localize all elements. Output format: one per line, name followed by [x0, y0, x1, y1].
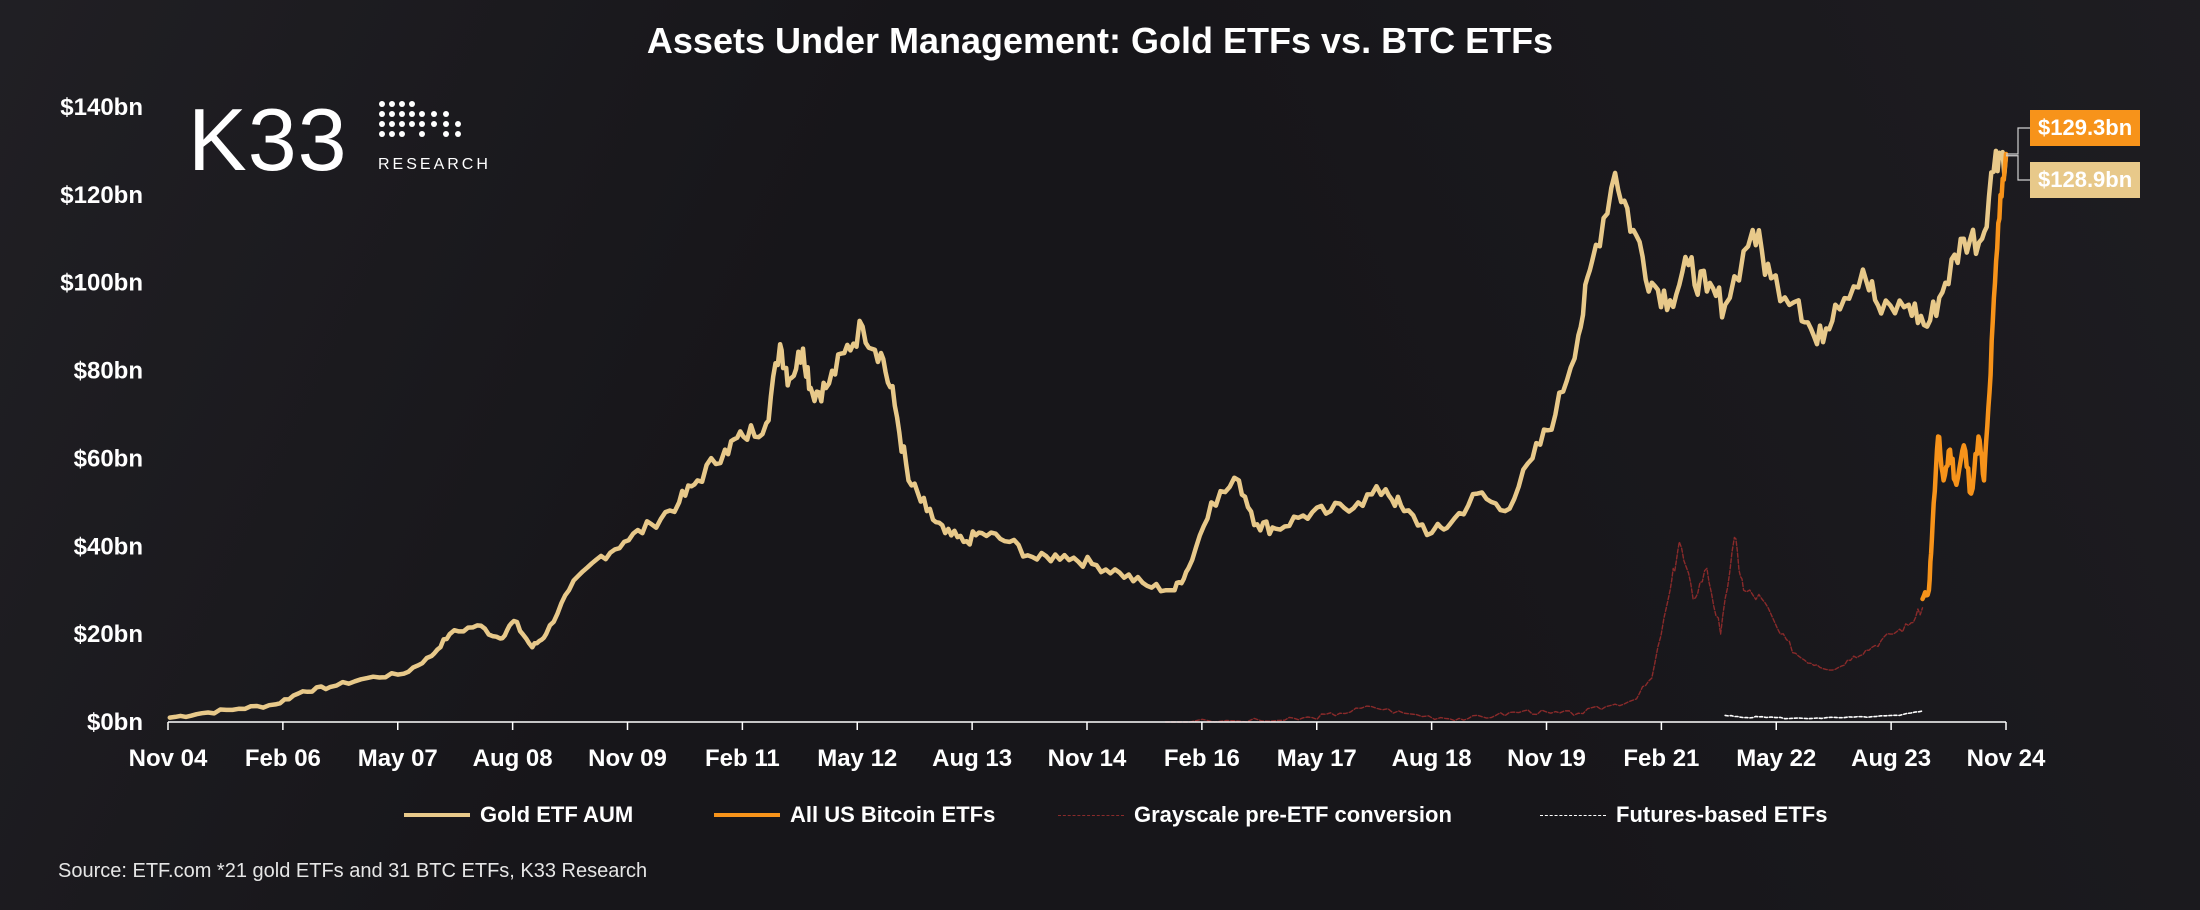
y-tick-label: $80bn [74, 358, 143, 385]
legend-swatch [1540, 814, 1606, 816]
legend-label: Gold ETF AUM [480, 802, 634, 827]
legend-item: Gold ETF AUM [404, 800, 633, 830]
logo-dots-icon [379, 101, 461, 137]
legend-swatch [404, 813, 470, 817]
x-tick-label: Nov 24 [1967, 745, 2046, 772]
y-tick-label: $60bn [74, 445, 143, 472]
logo-brand: K33 [188, 90, 348, 189]
legend-label: Grayscale pre-ETF conversion [1134, 802, 1452, 827]
x-tick-label: Nov 04 [129, 745, 208, 772]
end-value-badge: $129.3bn [2030, 110, 2141, 146]
x-tick-label: Feb 06 [245, 745, 321, 772]
axis-layer: $0bn $20bn $40bn $60bn $80bn $100bn $120bn $140… [60, 94, 2046, 772]
legend-swatch [714, 813, 780, 817]
end-value-badge: $128.9bn [2030, 162, 2141, 198]
x-tick-label: Nov 19 [1507, 745, 1586, 772]
x-tick-label: Nov 14 [1048, 745, 1127, 772]
x-tick-label: Nov 09 [588, 745, 667, 772]
legend-item: Futures-based ETFs [1540, 800, 1827, 830]
legend-item: Grayscale pre-ETF conversion [1058, 800, 1452, 830]
x-tick-label: Aug 23 [1851, 745, 1931, 772]
x-tick-label: Feb 21 [1623, 745, 1699, 772]
y-tick-label: $120bn [60, 182, 143, 209]
series-line-grayscale-pre-etf-conversion [1164, 536, 1924, 723]
legend-item: All US Bitcoin ETFs [714, 800, 995, 830]
x-tick-label: May 22 [1736, 745, 1816, 772]
y-tick-label: $100bn [60, 270, 143, 297]
x-tick-label: May 12 [817, 745, 897, 772]
x-tick-label: May 07 [358, 745, 438, 772]
k33-logo: K33 RESEARCH [188, 96, 488, 186]
x-tick-label: May 17 [1277, 745, 1357, 772]
legend-swatch [1058, 814, 1124, 816]
end-label-leader [2006, 155, 2030, 181]
legend-label: Futures-based ETFs [1616, 802, 1828, 827]
series-line-gold-etf-aum [167, 148, 2009, 720]
source-note: Source: ETF.com *21 gold ETFs and 31 BTC… [58, 860, 648, 882]
end-label-leader [2006, 127, 2030, 155]
x-tick-label: Aug 13 [932, 745, 1012, 772]
x-tick-label: Aug 18 [1392, 745, 1472, 772]
y-tick-label: $140bn [60, 94, 143, 121]
x-tick-label: Feb 16 [1164, 745, 1240, 772]
chart-legend: Gold ETF AUM All US Bitcoin ETFs Grayscale… [0, 800, 2200, 830]
y-tick-label: $20bn [74, 621, 143, 648]
x-tick-label: Aug 08 [473, 745, 553, 772]
series-line-futures-based-etfs [1724, 710, 1924, 720]
legend-label: All US Bitcoin ETFs [790, 802, 996, 827]
y-tick-label: $0bn [87, 709, 143, 736]
logo-subtitle: RESEARCH [378, 156, 491, 173]
y-tick-label: $40bn [74, 533, 143, 560]
x-tick-label: Feb 11 [705, 745, 780, 772]
series-layer [167, 127, 2030, 723]
chart-title: Assets Under Management: Gold ETFs vs. B… [646, 20, 1554, 61]
series-line-all-us-bitcoin-etfs [1920, 151, 2009, 602]
